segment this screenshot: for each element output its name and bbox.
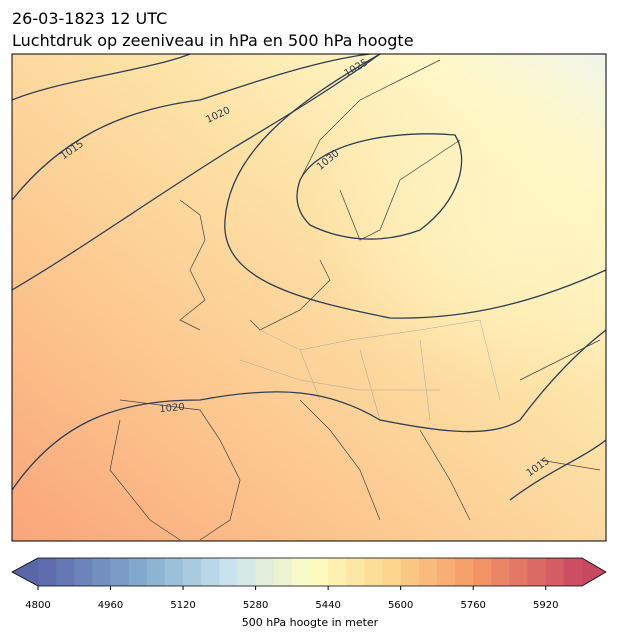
- colorbar-tick-label: 5920: [533, 600, 558, 611]
- colorbar-cell: [237, 558, 257, 586]
- colorbar-cell: [38, 558, 57, 586]
- colorbar-label: 500 hPa hoogte in meter: [242, 616, 379, 629]
- colorbar-cell: [382, 558, 402, 586]
- date-title: 26-03-1823 12 UTC: [12, 9, 167, 28]
- colorbar-cell: [110, 558, 130, 586]
- colorbar-cell: [291, 558, 311, 586]
- colorbar-cell: [56, 558, 75, 586]
- isobar: [12, 54, 191, 101]
- colorbar-tick-label: 4800: [25, 600, 50, 611]
- colorbar-cell: [164, 558, 184, 586]
- colorbar-cell: [400, 558, 420, 586]
- colorbar-tick-label: 5120: [170, 600, 195, 611]
- isobar: [296, 133, 463, 240]
- colorbar-cell: [491, 558, 510, 586]
- colorbar-cell: [183, 558, 202, 586]
- colorbar-tick-label: 5440: [315, 600, 340, 611]
- colorbar-cell: [328, 558, 347, 586]
- colorbar-cell: [128, 558, 148, 586]
- colorbar-tick-label: 4960: [98, 600, 123, 611]
- colorbar-cell: [273, 558, 293, 586]
- map-frame: [11, 53, 607, 542]
- colorbar-cell: [527, 558, 547, 586]
- isobar: [12, 329, 606, 491]
- title: Luchtdruk op zeeniveau in hPa en 500 hPa…: [12, 31, 414, 50]
- colorbar-cell: [201, 558, 220, 586]
- colorbar-tick-label: 5280: [243, 600, 268, 611]
- colorbar-tick-label: 5760: [460, 600, 485, 611]
- colorbar-extend-high: [582, 558, 606, 586]
- colorbar-tick-label: 5600: [388, 600, 413, 611]
- isobar: [12, 54, 371, 201]
- colorbar-extend-low: [12, 558, 38, 586]
- colorbar-cell: [364, 558, 384, 586]
- colorbar-cell: [219, 558, 238, 586]
- colorbar-cell: [255, 558, 275, 586]
- colorbar-cell: [418, 558, 438, 586]
- map-highlight: [12, 54, 606, 541]
- colorbar-cell: [436, 558, 456, 586]
- colorbar-cell: [310, 558, 329, 586]
- coastline: [109, 59, 601, 541]
- borders: [239, 319, 501, 421]
- colorbar-cell: [455, 558, 474, 586]
- isobar: [509, 439, 606, 501]
- colorbar-cell: [563, 558, 583, 586]
- colorbar-cell: [473, 558, 492, 586]
- colorbar-cell: [74, 558, 93, 586]
- colorbar-cell: [146, 558, 166, 586]
- isobar: [12, 54, 381, 291]
- colorbar-cell: [346, 558, 365, 586]
- colorbar-outline: [11, 557, 607, 587]
- colorbar-cell: [92, 558, 112, 586]
- colorbar-cell: [545, 558, 565, 586]
- isobar: [224, 54, 606, 319]
- map: [12, 54, 606, 541]
- isobar-label: 1020: [159, 402, 185, 415]
- colorbar-cell: [509, 558, 529, 586]
